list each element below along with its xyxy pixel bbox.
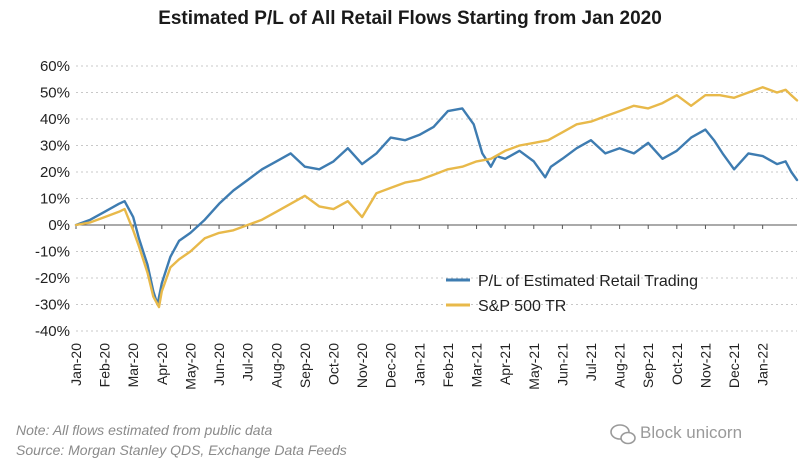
x-tick-label: Dec-20	[383, 343, 399, 388]
x-tick-label: Feb-21	[440, 343, 456, 388]
x-tick-label: Jan-21	[411, 343, 427, 386]
x-tick-label: Nov-21	[697, 343, 713, 388]
legend-label-sp500: S&P 500 TR	[478, 298, 566, 315]
x-axis-ticks: Jan-20 Feb-20 Mar-20 Apr-20 May-20 Jun-20 Jul-…	[68, 225, 771, 390]
y-tick-label: -10%	[35, 244, 70, 261]
y-axis-ticks: -40% -30% -20% -10% 0% 10% 20% 30% 40% 50% 60%	[35, 58, 70, 340]
legend: P/L of Estimated Retail Trading S&P 500 …	[446, 273, 698, 315]
y-tick-label: -30%	[35, 297, 70, 314]
gridlines	[76, 65, 797, 332]
y-tick-label: -20%	[35, 270, 70, 287]
x-tick-label: Mar-20	[125, 343, 141, 388]
x-tick-label: Dec-21	[726, 343, 742, 388]
x-tick-label: Oct-20	[326, 343, 342, 385]
x-tick-label: Jan-20	[68, 343, 84, 386]
x-tick-label: Jan-22	[755, 343, 771, 386]
x-tick-label: May-21	[526, 343, 542, 390]
legend-label-retail: P/L of Estimated Retail Trading	[478, 273, 698, 290]
x-tick-label: Feb-20	[97, 343, 113, 388]
y-tick-label: 40%	[40, 111, 70, 128]
x-tick-label: Jun-21	[554, 343, 570, 386]
watermark-text: Block unicorn	[640, 423, 742, 442]
y-tick-label: -40%	[35, 323, 70, 340]
x-tick-label: May-20	[182, 343, 198, 390]
x-tick-label: Sep-21	[640, 343, 656, 388]
watermark: Block unicorn	[610, 423, 742, 445]
x-tick-label: Jun-20	[211, 343, 227, 386]
y-tick-label: 20%	[40, 164, 70, 181]
x-tick-label: Jul-20	[240, 343, 256, 381]
chart-title: Estimated P/L of All Retail Flows Starti…	[158, 8, 662, 29]
x-tick-label: Aug-20	[268, 343, 284, 388]
wechat-icon	[610, 424, 636, 445]
x-tick-label: Aug-21	[612, 343, 628, 388]
y-tick-label: 10%	[40, 191, 70, 208]
x-tick-label: Nov-20	[354, 343, 370, 388]
y-tick-label: 50%	[40, 85, 70, 102]
series-lines	[74, 86, 799, 309]
x-tick-label: Sep-20	[297, 343, 313, 388]
x-tick-label: Apr-20	[154, 343, 170, 385]
y-tick-label: 60%	[40, 58, 70, 75]
x-tick-label: Mar-21	[469, 343, 485, 388]
x-tick-label: Jul-21	[583, 343, 599, 381]
x-tick-label: Apr-21	[497, 343, 513, 385]
note-text: Note: All flows estimated from public da…	[16, 422, 272, 438]
series-line-retail	[74, 107, 799, 306]
y-tick-label: 30%	[40, 138, 70, 155]
series-line-sp500	[74, 86, 799, 309]
source-text: Source: Morgan Stanley QDS, Exchange Dat…	[16, 442, 347, 458]
x-tick-label: Oct-21	[669, 343, 685, 385]
y-tick-label: 0%	[48, 217, 70, 234]
